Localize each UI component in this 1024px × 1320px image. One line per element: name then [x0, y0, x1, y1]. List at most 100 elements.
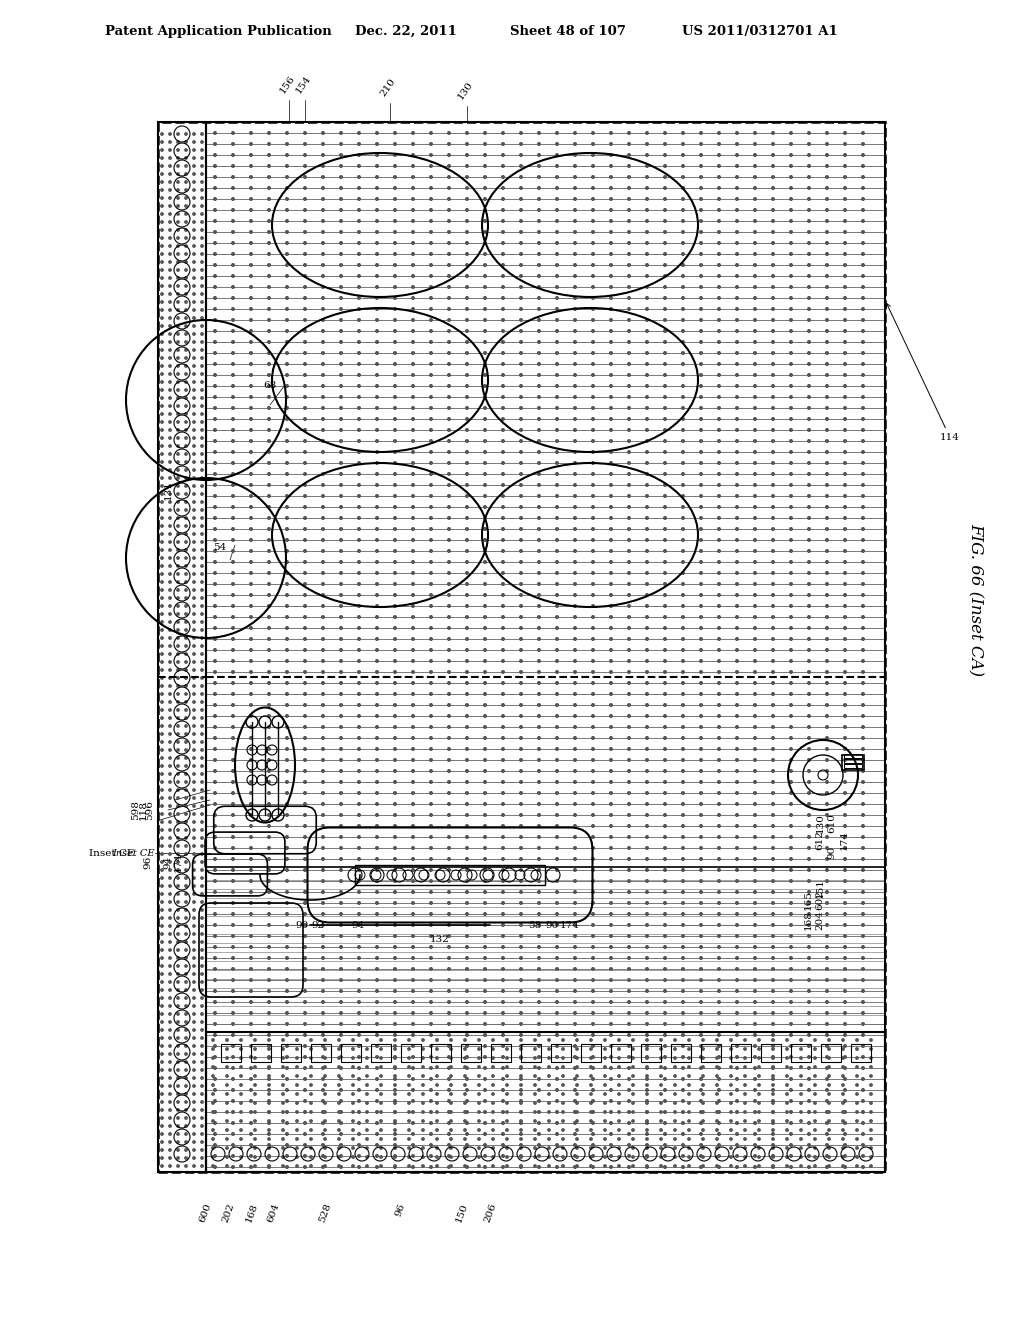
Circle shape — [699, 495, 702, 498]
Circle shape — [617, 1039, 621, 1041]
Circle shape — [286, 978, 289, 981]
Circle shape — [520, 1122, 522, 1125]
Circle shape — [502, 681, 504, 684]
Circle shape — [447, 935, 451, 937]
Circle shape — [250, 330, 252, 333]
Circle shape — [862, 648, 864, 651]
Circle shape — [844, 747, 846, 750]
Circle shape — [609, 879, 612, 882]
Circle shape — [177, 517, 179, 519]
Circle shape — [520, 506, 522, 508]
Circle shape — [682, 384, 684, 387]
Circle shape — [447, 231, 451, 234]
Circle shape — [646, 429, 648, 432]
Text: 90: 90 — [295, 920, 308, 929]
Circle shape — [340, 582, 342, 585]
Circle shape — [201, 869, 203, 871]
Circle shape — [573, 1034, 577, 1036]
Circle shape — [682, 1056, 684, 1059]
Circle shape — [169, 1140, 171, 1143]
Circle shape — [376, 660, 378, 663]
Circle shape — [447, 681, 451, 684]
Circle shape — [575, 1039, 579, 1041]
Circle shape — [447, 153, 451, 156]
Circle shape — [590, 1147, 592, 1150]
Circle shape — [267, 153, 270, 156]
Circle shape — [214, 1001, 216, 1003]
Circle shape — [682, 1133, 684, 1135]
Circle shape — [664, 582, 667, 585]
Circle shape — [556, 341, 558, 343]
Circle shape — [844, 648, 846, 651]
Circle shape — [340, 417, 342, 420]
Circle shape — [201, 628, 203, 631]
Circle shape — [169, 581, 171, 583]
Circle shape — [286, 318, 289, 321]
Circle shape — [161, 1028, 163, 1031]
Circle shape — [240, 1065, 243, 1068]
Circle shape — [699, 660, 702, 663]
Circle shape — [862, 813, 864, 816]
Circle shape — [520, 572, 522, 574]
Circle shape — [447, 252, 451, 255]
Circle shape — [177, 813, 179, 816]
Circle shape — [352, 1102, 354, 1105]
Circle shape — [250, 483, 252, 486]
Circle shape — [340, 978, 342, 981]
Circle shape — [483, 1133, 486, 1135]
Text: 90: 90 — [827, 845, 837, 858]
Circle shape — [340, 275, 342, 277]
Circle shape — [201, 508, 203, 511]
Circle shape — [790, 516, 793, 519]
Circle shape — [718, 1011, 720, 1014]
Circle shape — [562, 1129, 564, 1131]
Text: 96: 96 — [143, 855, 153, 869]
Circle shape — [592, 594, 594, 597]
Circle shape — [502, 351, 504, 354]
Circle shape — [556, 780, 558, 783]
Circle shape — [682, 968, 684, 970]
Circle shape — [267, 186, 270, 189]
Circle shape — [534, 1057, 537, 1059]
Circle shape — [790, 1133, 793, 1135]
Circle shape — [682, 1110, 684, 1113]
Circle shape — [412, 275, 415, 277]
Circle shape — [226, 1129, 228, 1131]
Circle shape — [632, 1093, 634, 1096]
Circle shape — [193, 941, 196, 944]
Circle shape — [699, 341, 702, 343]
Circle shape — [394, 1156, 396, 1158]
Circle shape — [340, 549, 342, 552]
Circle shape — [844, 792, 846, 795]
Circle shape — [592, 737, 594, 739]
Circle shape — [286, 528, 289, 531]
Circle shape — [201, 333, 203, 335]
Circle shape — [718, 759, 720, 762]
Circle shape — [340, 945, 342, 948]
Circle shape — [412, 813, 415, 816]
Circle shape — [502, 1044, 504, 1047]
Circle shape — [862, 264, 864, 267]
Circle shape — [862, 1155, 864, 1158]
Circle shape — [268, 1129, 270, 1131]
Circle shape — [520, 417, 522, 420]
Circle shape — [169, 149, 171, 152]
Circle shape — [201, 348, 203, 351]
Circle shape — [340, 1023, 342, 1026]
Circle shape — [646, 417, 648, 420]
Circle shape — [718, 396, 720, 399]
Circle shape — [646, 1122, 648, 1125]
Circle shape — [184, 437, 187, 440]
Circle shape — [688, 1164, 690, 1167]
Circle shape — [184, 1012, 187, 1015]
Circle shape — [825, 803, 828, 805]
Circle shape — [436, 1147, 438, 1150]
Circle shape — [357, 648, 360, 651]
Circle shape — [718, 879, 720, 882]
Circle shape — [827, 1129, 830, 1131]
Circle shape — [322, 231, 325, 234]
Circle shape — [646, 1074, 648, 1077]
Circle shape — [412, 396, 415, 399]
Circle shape — [447, 1067, 451, 1069]
Circle shape — [286, 902, 289, 904]
